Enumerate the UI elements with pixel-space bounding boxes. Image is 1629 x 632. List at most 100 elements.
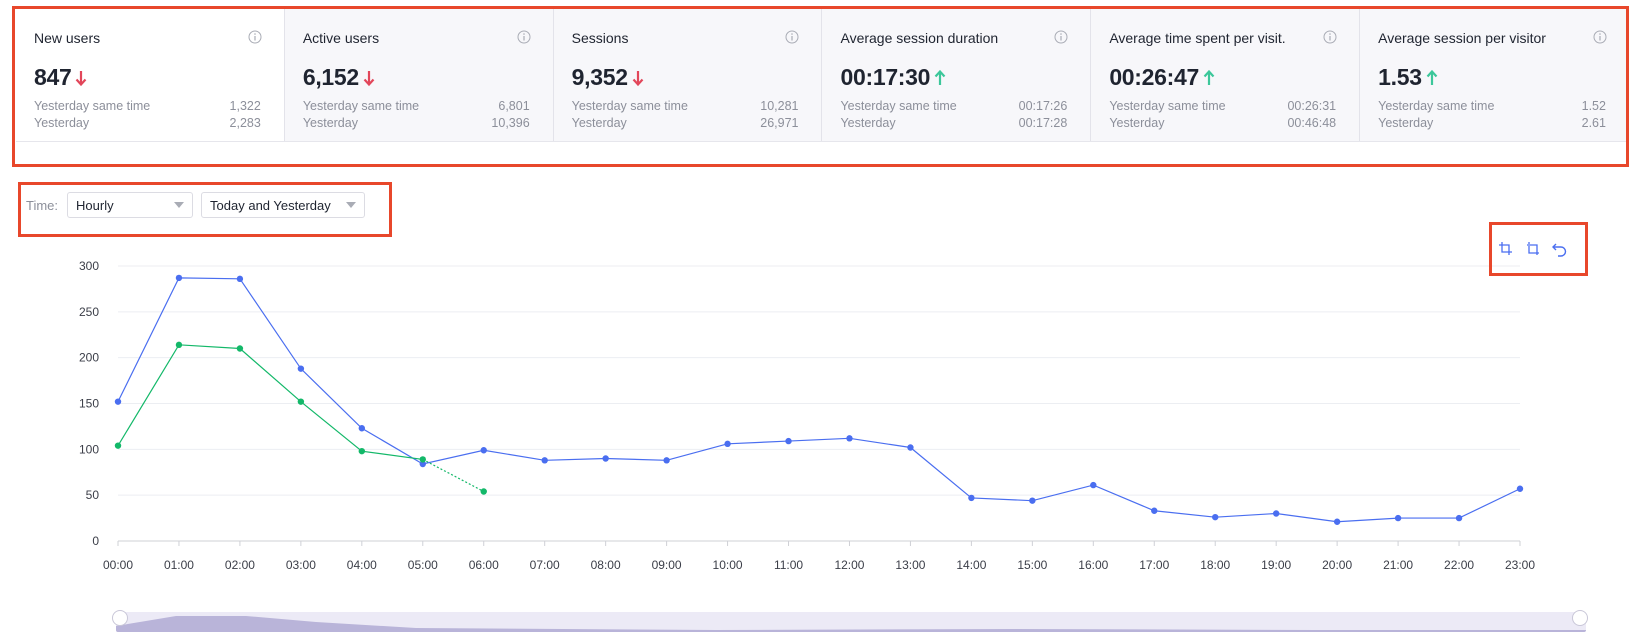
- data-point: [1455, 514, 1463, 522]
- comparison-row: Yesterday 26,971: [571, 116, 799, 130]
- y-tick-label: 200: [79, 351, 99, 365]
- metric-title: Average time spent per visit.: [1109, 30, 1286, 46]
- data-point: [175, 341, 183, 349]
- comparison-row: Yesterday same time 1.52: [1378, 99, 1606, 113]
- trend-down-icon: [632, 70, 644, 86]
- info-icon[interactable]: [1054, 30, 1068, 44]
- info-icon[interactable]: [1323, 30, 1337, 44]
- x-tick-label: 10:00: [713, 558, 743, 572]
- line-chart: 0 50 100 150 200 250 300 00:00 01:00 02:00 03:00 04…: [79, 259, 1535, 572]
- metric-card-active-users[interactable]: Active users 6,152 Yesterday same time 6,…: [284, 7, 554, 141]
- x-tick-label: 13:00: [895, 558, 925, 572]
- x-tick-label: 04:00: [347, 558, 377, 572]
- trend-up-icon: [934, 69, 946, 85]
- x-tick-label: 23:00: [1505, 558, 1535, 572]
- data-point: [1212, 513, 1219, 521]
- data-point: [1029, 497, 1036, 504]
- restore-icon[interactable]: [1551, 240, 1568, 257]
- trend-up-icon: [1426, 69, 1438, 85]
- zoom-select-icon[interactable]: [1497, 240, 1514, 257]
- y-tick-label: 0: [92, 534, 99, 548]
- metric-title: Average session per visitor: [1378, 30, 1546, 46]
- series-line-today: [117, 344, 423, 461]
- trend-down-icon: [76, 70, 87, 86]
- metric-value: 847: [34, 64, 87, 91]
- data-point: [907, 444, 914, 451]
- x-tick-label: 15:00: [1017, 558, 1047, 572]
- caret-down-icon: [174, 202, 185, 208]
- metric-value: 1.53: [1378, 64, 1438, 91]
- time-label: Time:: [26, 197, 59, 213]
- x-tick-label: 17:00: [1139, 558, 1169, 572]
- y-tick-label: 100: [79, 442, 99, 456]
- data-point: [358, 447, 366, 455]
- data-point: [114, 442, 122, 449]
- comparison-row: Yesterday 10,396: [302, 116, 530, 130]
- data-point: [358, 425, 366, 432]
- data-point: [480, 488, 487, 495]
- metric-value: 00:17:30: [840, 64, 946, 91]
- metric-card-new-users[interactable]: New users 847 Yesterday same time 1,322 Y…: [16, 7, 285, 141]
- x-tick-label: 12:00: [834, 558, 864, 572]
- x-tick-label: 08:00: [591, 558, 621, 572]
- y-tick-label: 250: [79, 305, 99, 319]
- data-point: [1090, 481, 1097, 489]
- x-tick-label: 01:00: [164, 558, 194, 572]
- comparison-row: Yesterday 2.61: [1378, 116, 1606, 130]
- metric-title: Average session duration: [840, 30, 999, 46]
- series-projection-today: [422, 458, 485, 493]
- info-icon[interactable]: [1593, 30, 1607, 44]
- data-point: [236, 275, 244, 283]
- x-tick-label: 22:00: [1444, 558, 1474, 572]
- info-icon[interactable]: [785, 30, 799, 44]
- y-tick-label: 50: [86, 488, 100, 502]
- info-icon[interactable]: [517, 30, 531, 44]
- data-point: [663, 457, 670, 464]
- x-tick-label: 11:00: [774, 558, 803, 572]
- metric-card-average-session-per-visitor[interactable]: Average session per visitor 1.53 Yesterd…: [1360, 7, 1629, 141]
- x-tick-label: 21:00: [1383, 558, 1413, 572]
- metric-value: 6,152: [303, 64, 375, 91]
- info-icon[interactable]: [248, 30, 262, 44]
- data-point: [602, 455, 609, 462]
- x-tick-label: 14:00: [956, 558, 986, 572]
- data-point: [1333, 518, 1341, 525]
- data-point: [1516, 485, 1524, 492]
- comparison-row: Yesterday same time 1,322: [34, 99, 261, 113]
- series-line-yesterday: [117, 277, 1521, 523]
- slider-handle-right[interactable]: [1572, 610, 1588, 626]
- x-tick-label: 03:00: [286, 558, 316, 572]
- data-zoom-slider[interactable]: [116, 612, 1586, 632]
- data-point: [419, 456, 426, 463]
- slider-handle-left[interactable]: [112, 610, 128, 626]
- metric-cards: New users 847 Yesterday same time 1,322 Y…: [16, 7, 1629, 142]
- data-point: [724, 440, 731, 448]
- range-select[interactable]: Today and Yesterday: [201, 192, 366, 218]
- metric-value: 9,352: [572, 64, 644, 91]
- chart-toolbar: [1497, 240, 1568, 257]
- comparison-row: Yesterday 2,283: [34, 116, 261, 130]
- data-point: [175, 274, 183, 282]
- x-tick-label: 07:00: [530, 558, 560, 572]
- x-tick-label: 09:00: [652, 558, 682, 572]
- trend-down-icon: [363, 70, 375, 86]
- zoom-reset-icon[interactable]: [1524, 240, 1541, 257]
- metric-card-average-time-per-visit[interactable]: Average time spent per visit. 00:26:47 Y…: [1091, 7, 1361, 141]
- data-point: [541, 457, 548, 464]
- data-point: [480, 447, 487, 454]
- x-tick-label: 18:00: [1200, 558, 1230, 572]
- comparison-row: Yesterday 00:46:48: [1109, 116, 1337, 130]
- comparison-row: Yesterday same time 10,281: [571, 99, 799, 113]
- data-point: [968, 494, 975, 502]
- time-filter: Time: Hourly Today and Yesterday: [26, 192, 373, 218]
- granularity-select[interactable]: Hourly: [67, 192, 194, 218]
- x-tick-label: 06:00: [469, 558, 499, 572]
- data-point: [1394, 514, 1402, 522]
- data-point: [419, 460, 426, 468]
- comparison-row: Yesterday 00:17:28: [840, 116, 1068, 130]
- x-tick-label: 20:00: [1322, 558, 1352, 572]
- comparison-row: Yesterday same time 6,801: [302, 99, 530, 113]
- metric-card-sessions[interactable]: Sessions 9,352 Yesterday same time 10,281…: [553, 7, 823, 141]
- caret-down-icon: [346, 202, 357, 208]
- metric-card-average-session-duration[interactable]: Average session duration 00:17:30 Yester…: [822, 7, 1092, 141]
